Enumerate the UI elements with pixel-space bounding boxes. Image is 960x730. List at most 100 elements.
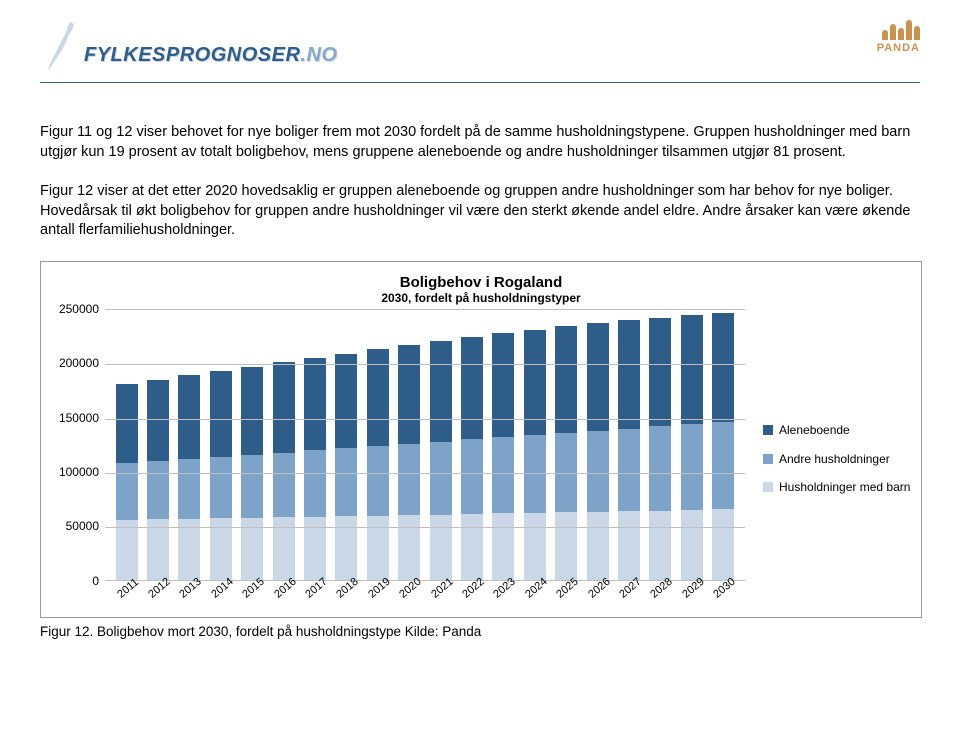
chart-title: Boligbehov i Rogaland	[51, 274, 911, 291]
bar-segment-andre	[241, 455, 263, 518]
chart-header: Boligbehov i Rogaland 2030, fordelt på h…	[51, 274, 911, 305]
bar	[147, 380, 169, 580]
bar-segment-andre	[210, 457, 232, 518]
legend-swatch	[763, 482, 773, 492]
bar-segment-andre	[147, 461, 169, 519]
bar	[492, 333, 514, 579]
y-tick-label: 200000	[51, 356, 99, 370]
bar-segment-med_barn	[430, 515, 452, 580]
brand-logo: FYLKESPROGNOSER.NO	[40, 20, 337, 76]
paragraph-2: Figur 12 viser at det etter 2020 hovedsa…	[40, 182, 920, 241]
chart-container: Boligbehov i Rogaland 2030, fordelt på h…	[40, 261, 922, 618]
chart-subtitle: 2030, fordelt på husholdningstyper	[51, 291, 911, 305]
bar-segment-med_barn	[618, 511, 640, 580]
bar-segment-andre	[712, 422, 734, 509]
bar-segment-alene	[398, 345, 420, 444]
bar-segment-alene	[555, 326, 577, 433]
bar-segment-med_barn	[492, 513, 514, 579]
bar-segment-med_barn	[147, 519, 169, 579]
chart-area: 050000100000150000200000250000 201120122…	[51, 309, 751, 609]
norway-map-icon	[40, 20, 80, 76]
bar-segment-andre	[618, 429, 640, 512]
panda-label: PANDA	[877, 42, 920, 54]
bar-segment-andre	[367, 446, 389, 516]
bar-segment-alene	[241, 367, 263, 455]
bar-segment-alene	[430, 341, 452, 442]
bar-segment-med_barn	[304, 517, 326, 580]
bar-segment-alene	[649, 318, 671, 427]
bar	[649, 318, 671, 580]
brand-text: FYLKESPROGNOSER.NO	[84, 44, 337, 67]
bar-segment-andre	[587, 431, 609, 512]
y-tick-label: 250000	[51, 302, 99, 316]
x-tick-label: 2025	[554, 577, 588, 611]
x-tick-label: 2018	[335, 577, 369, 611]
bar-segment-andre	[335, 448, 357, 516]
bar-segment-andre	[430, 442, 452, 515]
bar	[273, 362, 295, 580]
x-tick-label: 2023	[492, 577, 526, 611]
legend-swatch	[763, 425, 773, 435]
bar-segment-andre	[398, 444, 420, 515]
bar-segment-med_barn	[712, 509, 734, 580]
x-tick-label: 2020	[397, 577, 431, 611]
panda-logo: PANDA	[877, 20, 920, 54]
bar	[524, 330, 546, 580]
panda-bars-icon	[882, 20, 920, 40]
bar-segment-med_barn	[524, 513, 546, 580]
y-tick-label: 0	[51, 574, 99, 588]
gridline	[105, 473, 745, 474]
bar-segment-andre	[178, 459, 200, 519]
chart-plot	[105, 309, 745, 581]
bar	[367, 349, 389, 580]
gridline	[105, 527, 745, 528]
bar	[461, 337, 483, 580]
y-tick-label: 100000	[51, 465, 99, 479]
bar-segment-andre	[681, 424, 703, 510]
chart-bars	[105, 310, 745, 580]
x-tick-label: 2017	[303, 577, 337, 611]
gridline	[105, 364, 745, 365]
body-text: Figur 11 og 12 viser behovet for nye bol…	[40, 123, 920, 241]
paragraph-1: Figur 11 og 12 viser behovet for nye bol…	[40, 123, 920, 162]
bar-segment-alene	[335, 354, 357, 449]
bar-segment-alene	[461, 337, 483, 439]
bar	[398, 345, 420, 580]
y-tick-label: 150000	[51, 411, 99, 425]
x-tick-label: 2026	[586, 577, 620, 611]
bar-segment-alene	[304, 358, 326, 450]
bar-segment-andre	[116, 463, 138, 520]
bar-segment-alene	[116, 384, 138, 463]
bar-segment-alene	[273, 362, 295, 452]
brand-main: FYLKESPROGNOSER	[84, 44, 300, 66]
legend-label: Aleneboende	[779, 423, 850, 437]
bar-segment-andre	[492, 437, 514, 513]
bar-segment-med_barn	[461, 514, 483, 580]
chart-x-labels: 2011201220132014201520162017201820192020…	[105, 583, 745, 609]
page-header: FYLKESPROGNOSER.NO PANDA	[40, 20, 920, 83]
x-tick-label: 2028	[649, 577, 683, 611]
bar-segment-med_barn	[587, 512, 609, 580]
x-tick-label: 2015	[241, 577, 275, 611]
x-tick-label: 2016	[272, 577, 306, 611]
bar	[210, 371, 232, 580]
legend-item-andre: Andre husholdninger	[763, 452, 911, 466]
bar-segment-alene	[178, 375, 200, 459]
x-tick-label: 2013	[178, 577, 212, 611]
bar-segment-med_barn	[335, 516, 357, 580]
bar-segment-andre	[273, 453, 295, 518]
legend-label: Husholdninger med barn	[779, 480, 910, 494]
x-tick-label: 2030	[711, 577, 745, 611]
bar-segment-med_barn	[398, 515, 420, 580]
bar-segment-alene	[492, 333, 514, 437]
bar-segment-andre	[304, 450, 326, 516]
x-tick-label: 2027	[617, 577, 651, 611]
x-tick-label: 2024	[523, 577, 557, 611]
bar	[304, 358, 326, 580]
legend-swatch	[763, 454, 773, 464]
legend-item-med_barn: Husholdninger med barn	[763, 480, 911, 494]
bar-segment-alene	[210, 371, 232, 457]
x-tick-label: 2021	[429, 577, 463, 611]
bar-segment-med_barn	[116, 520, 138, 580]
x-tick-label: 2012	[146, 577, 180, 611]
